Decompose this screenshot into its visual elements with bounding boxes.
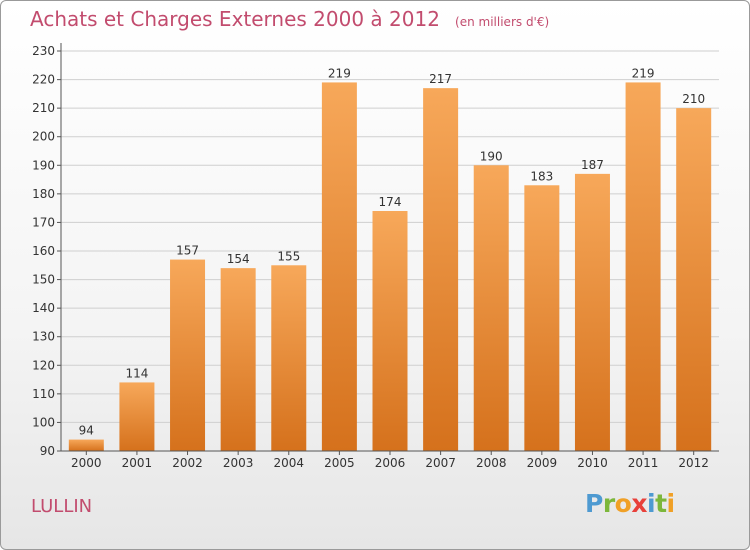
bar <box>423 88 459 452</box>
logo-letter: o <box>614 489 632 518</box>
axes: 90 100 110 120 130 140 150 160 170 180 190 200 210 22… <box>32 43 719 458</box>
x-tick-label: 2001 <box>122 456 153 470</box>
x-tick-label: 2012 <box>678 456 709 470</box>
x-tick-label: 2003 <box>223 456 254 470</box>
y-tick-label: 190 <box>32 158 55 172</box>
y-tick-label: 90 <box>40 444 55 458</box>
bar-value-label: 94 <box>79 424 94 438</box>
bar-value-label: 154 <box>227 252 250 266</box>
logo-letter: i <box>647 489 656 518</box>
bar-value-label: 114 <box>125 366 148 380</box>
y-tick-label: 170 <box>32 215 55 229</box>
bar-value-label: 219 <box>632 66 655 80</box>
bar <box>625 82 661 451</box>
y-tick-label: 220 <box>32 73 55 87</box>
bar <box>119 382 155 451</box>
y-tick-label: 210 <box>32 101 55 115</box>
logo-letter: r <box>602 489 615 518</box>
x-tick-label: 2006 <box>375 456 406 470</box>
commune-name: LULLIN <box>31 496 93 517</box>
logo-letter: P <box>585 489 603 518</box>
bar <box>676 108 712 452</box>
x-tick-label: 2005 <box>324 456 355 470</box>
bar-value-label: 187 <box>581 158 604 172</box>
y-tick-label: 150 <box>32 273 55 287</box>
bar <box>524 185 560 452</box>
bar-value-label: 155 <box>277 249 300 263</box>
bar <box>372 211 408 451</box>
bar-value-label: 157 <box>176 244 199 258</box>
y-tick-label: 140 <box>32 301 55 315</box>
bar <box>574 173 610 451</box>
bar <box>68 439 104 451</box>
logo-letter: t <box>655 489 667 518</box>
y-tick-label: 130 <box>32 330 55 344</box>
y-tick-label: 120 <box>32 358 55 372</box>
chart-unit: (en milliers d'€) <box>455 15 550 29</box>
y-tick-label: 180 <box>32 187 55 201</box>
bar-value-label: 219 <box>328 66 351 80</box>
bar-value-label: 217 <box>429 72 452 86</box>
x-tick-label: 2008 <box>476 456 507 470</box>
bar <box>321 82 357 451</box>
chart-title-text: Achats et Charges Externes 2000 à 2012 <box>30 7 440 31</box>
x-tick-label: 2007 <box>425 456 456 470</box>
x-tick-label: 2002 <box>172 456 203 470</box>
y-tick-label: 230 <box>32 44 55 58</box>
y-tick-label: 160 <box>32 244 55 258</box>
y-tick-label: 200 <box>32 130 55 144</box>
bar <box>220 268 256 451</box>
logo-letter: x <box>631 489 647 518</box>
bars <box>68 82 712 452</box>
x-tick-label: 2000 <box>71 456 102 470</box>
labels: 94 2000 114 2001 157 2002 154 2003 155 2004 219 200… <box>71 66 709 470</box>
y-tick-label: 110 <box>32 387 55 401</box>
bar <box>473 165 509 452</box>
bar-value-label: 183 <box>530 169 553 183</box>
x-tick-label: 2009 <box>527 456 558 470</box>
bar-value-label: 174 <box>379 195 402 209</box>
bar <box>271 265 307 451</box>
x-tick-label: 2011 <box>628 456 659 470</box>
bar-value-label: 190 <box>480 149 503 163</box>
bar-value-label: 210 <box>682 92 705 106</box>
y-tick-label: 100 <box>32 415 55 429</box>
logo-letter: i <box>666 489 676 518</box>
proxiti-logo: Proxiti <box>585 489 675 518</box>
x-tick-label: 2010 <box>577 456 608 470</box>
bar <box>170 259 206 451</box>
chart-title: Achats et Charges Externes 2000 à 2012 (… <box>30 7 549 31</box>
x-tick-label: 2004 <box>273 456 304 470</box>
